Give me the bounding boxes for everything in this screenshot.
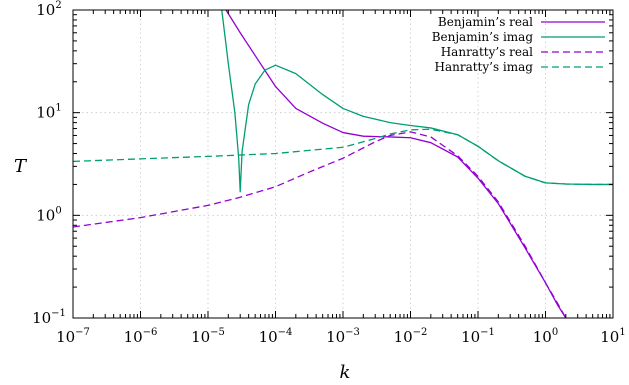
- x-tick-label: 100: [533, 327, 558, 346]
- series-group: [73, 10, 613, 318]
- y-tick-label: 10−1: [32, 308, 66, 327]
- x-tick-label: 10−7: [56, 327, 90, 346]
- x-axis-label: k: [340, 362, 351, 383]
- tick-layer: [72, 9, 614, 319]
- y-tick-label: 102: [36, 0, 61, 19]
- x-tick-label: 101: [600, 327, 625, 346]
- x-tick-label: 10−1: [461, 327, 495, 346]
- series-line-2: [73, 131, 567, 318]
- legend-entry-label: Benjamin’s imag: [432, 30, 534, 44]
- x-tick-label: 10−4: [259, 327, 293, 346]
- x-tick-label: 10−6: [124, 327, 158, 346]
- legend-entry-label: Hanratty’s real: [441, 45, 533, 59]
- y-tick-label: 100: [36, 205, 61, 224]
- tick-label-layer: 10−7 10−6 10−5 10−4 10−3 10−2 10−1 100 101 10−1 10…: [32, 0, 626, 346]
- y-axis-label: T: [14, 156, 28, 177]
- x-tick-label: 10−3: [326, 327, 360, 346]
- legend-entry-label: Hanratty’s imag: [434, 60, 533, 74]
- x-tick-label: 10−5: [191, 327, 225, 346]
- series-layer: [73, 10, 613, 318]
- series-line-0: [225, 10, 567, 318]
- x-tick-label: 10−2: [394, 327, 428, 346]
- legend-entry-label: Benjamin’s real: [438, 15, 533, 29]
- series-line-3: [73, 128, 613, 186]
- y-tick-label: 101: [36, 103, 61, 122]
- grid-layer: [73, 10, 613, 318]
